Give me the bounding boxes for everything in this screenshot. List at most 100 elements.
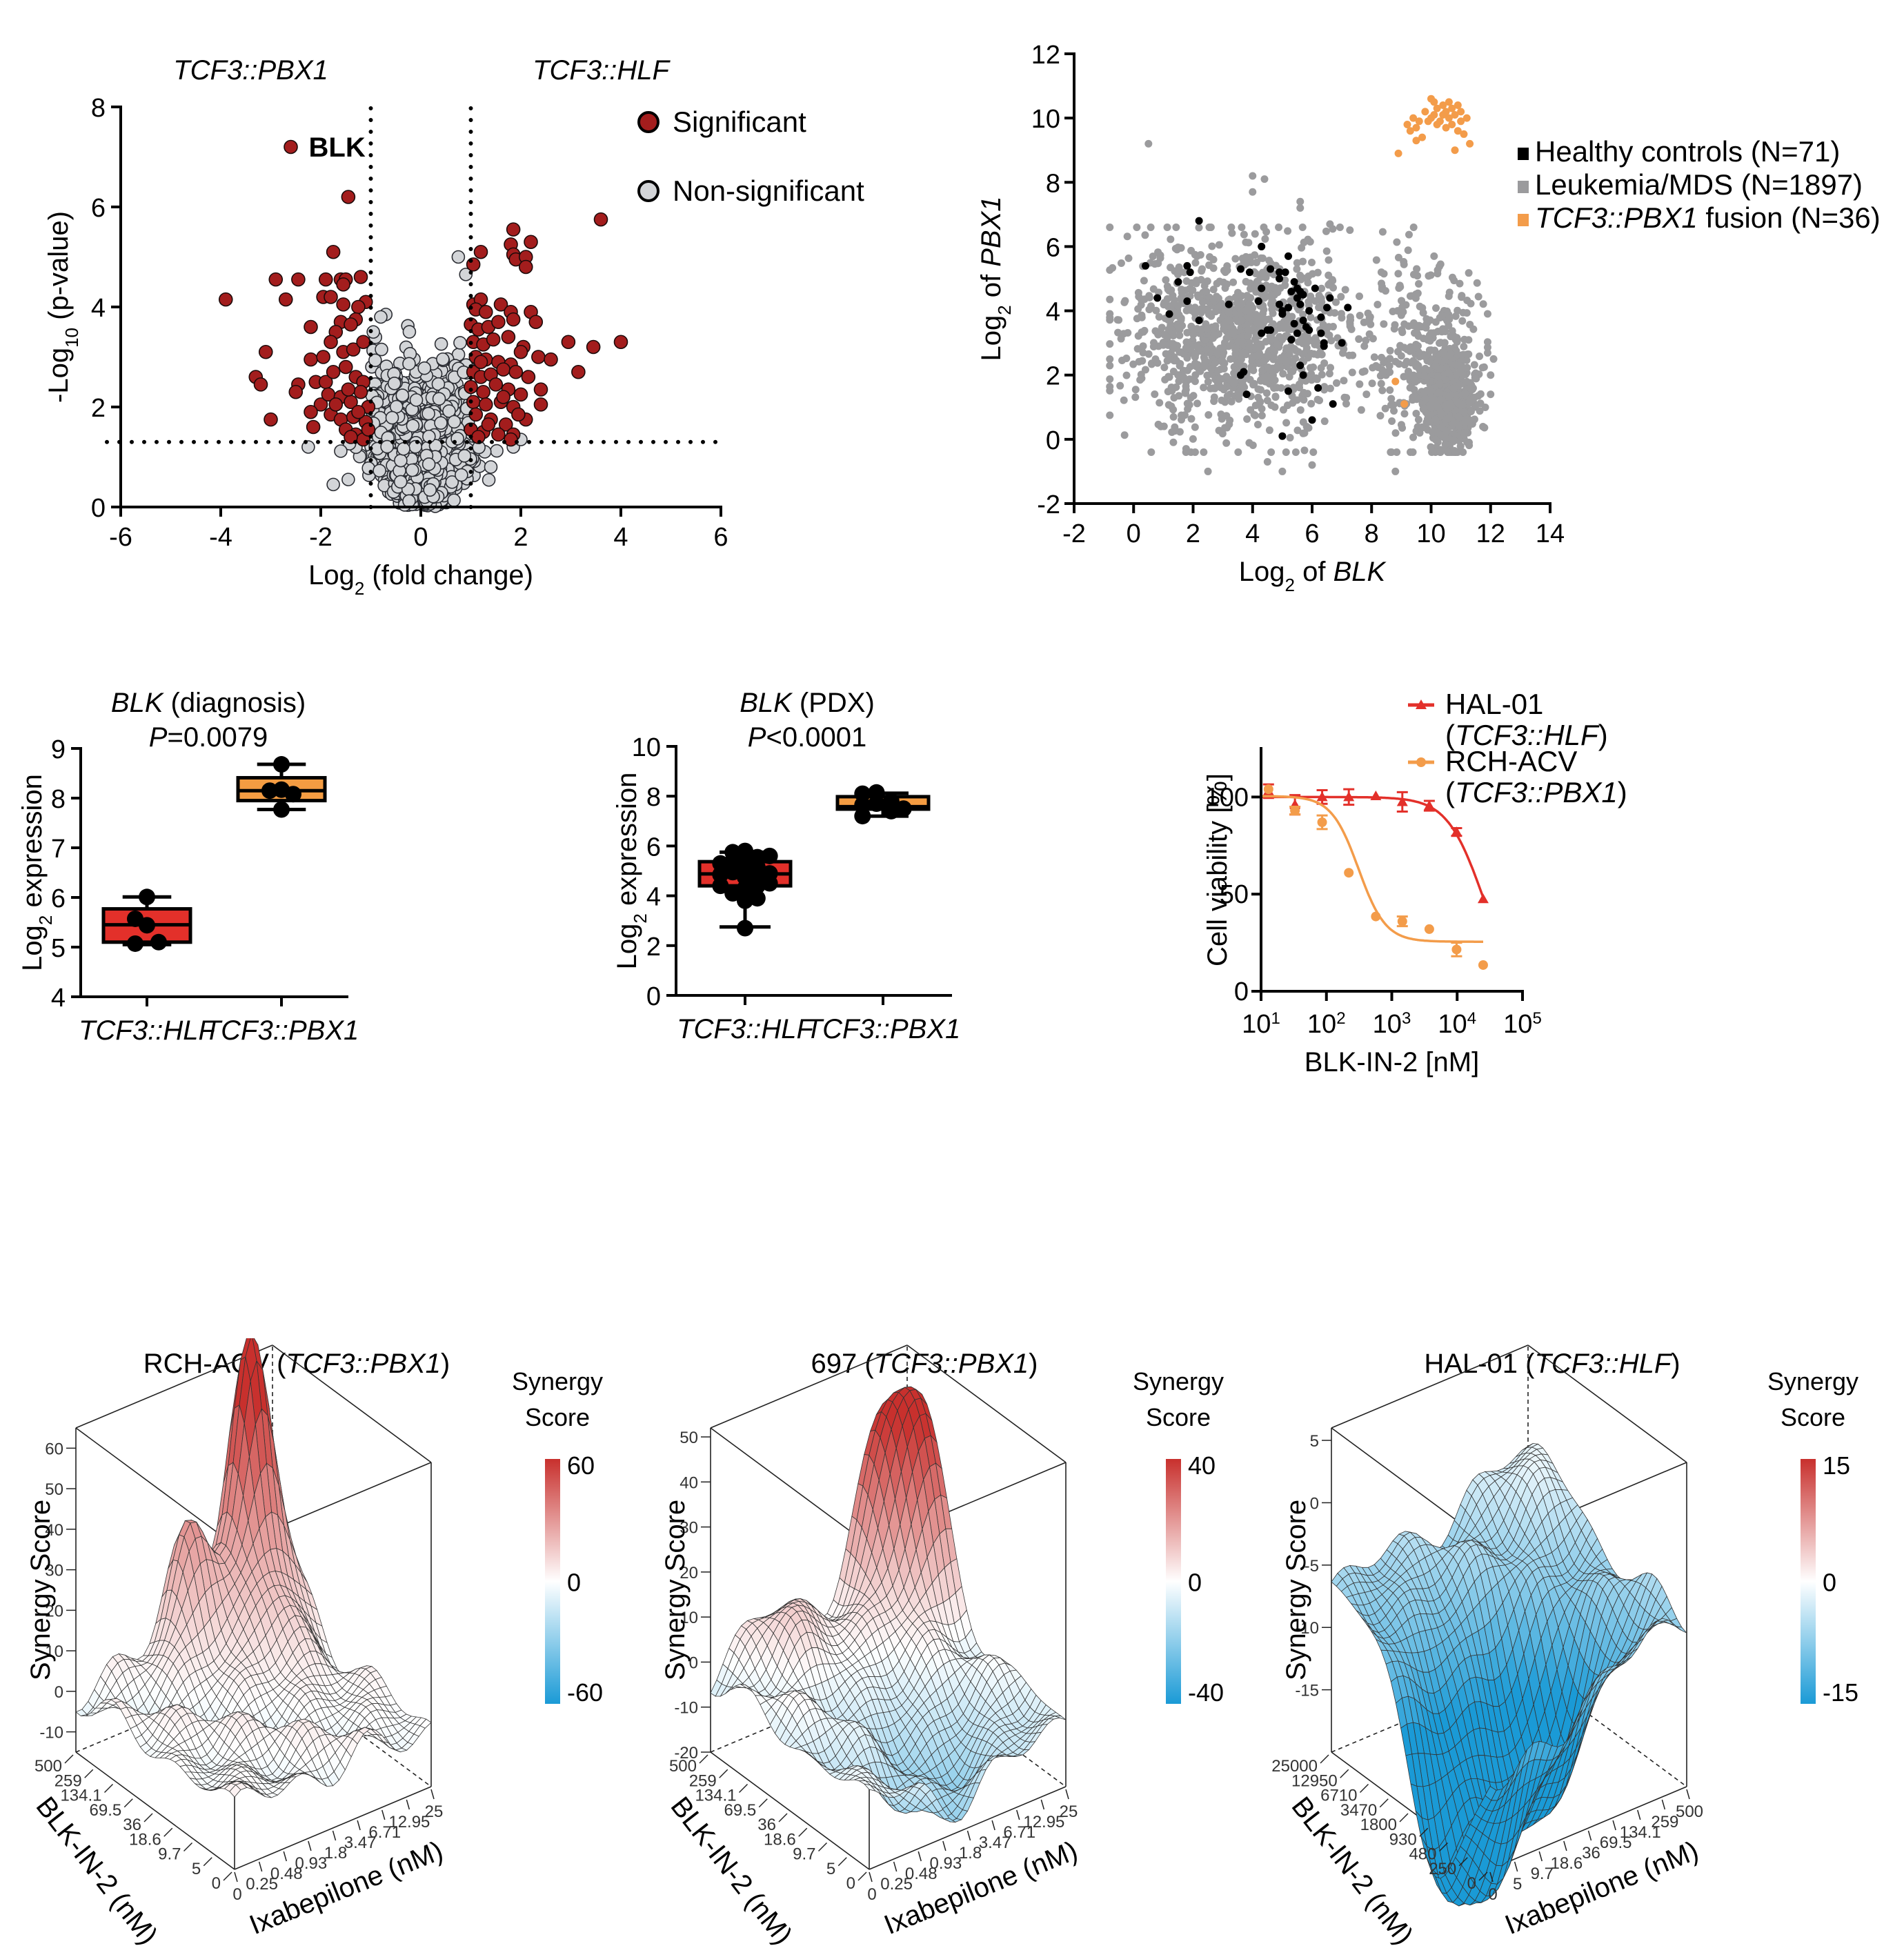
leukemia-point <box>1189 435 1197 443</box>
leukemia-point <box>1480 424 1488 432</box>
leukemia-point <box>1322 228 1330 235</box>
nonsignificant-point <box>395 455 407 467</box>
leukemia-point <box>1169 339 1176 347</box>
leukemia-point <box>1230 370 1238 377</box>
leukemia-point <box>1122 355 1130 362</box>
x-tick-label: 103 <box>1373 1009 1411 1040</box>
healthy-point <box>1296 288 1304 295</box>
leukemia-point <box>1376 412 1384 419</box>
nonsignificant-point <box>485 461 497 473</box>
x-tick-label: 0 <box>413 523 428 552</box>
data-point <box>762 848 778 864</box>
leukemia-point <box>1190 325 1198 332</box>
leukemia-point <box>1391 325 1398 332</box>
leukemia-point <box>1191 424 1199 431</box>
leukemia-point <box>1261 375 1269 383</box>
leukemia-point <box>1187 247 1195 255</box>
significant-point <box>522 370 535 384</box>
healthy-point <box>1296 301 1304 308</box>
leukemia-point <box>1420 372 1428 379</box>
leukemia-point <box>1429 428 1436 436</box>
healthy-point <box>1264 326 1271 334</box>
leukemia-point <box>1182 382 1190 390</box>
leukemia-point <box>1195 223 1202 231</box>
significant-point <box>515 388 528 401</box>
x-tick-label: 6 <box>713 523 728 552</box>
leukemia-point <box>1282 359 1290 366</box>
leukemia-point <box>1169 406 1177 413</box>
nonsignificant-point <box>490 445 503 457</box>
leukemia-point <box>1151 355 1159 363</box>
legend-marker-healthy <box>1518 148 1529 160</box>
synergy-surface-rchacv: RCH-ACV (TCF3::PBX1)6050403020100-10Syne… <box>0 1338 648 1954</box>
nonsignificant-point <box>375 344 388 356</box>
y-tick-label: 5 <box>51 934 66 963</box>
leukemia-point <box>1183 354 1191 361</box>
leukemia-point <box>1286 350 1293 358</box>
leukemia-point <box>1198 276 1205 284</box>
significant-point <box>479 398 493 411</box>
data-point <box>895 800 912 817</box>
leukemia-point <box>1413 265 1420 272</box>
significant-point <box>497 363 510 376</box>
leukemia-point <box>1249 367 1257 375</box>
significant-point <box>329 398 342 411</box>
data-point <box>273 756 290 773</box>
leukemia-point <box>1362 390 1370 398</box>
y-tick-label: 9 <box>51 735 66 764</box>
significant-point <box>475 246 488 259</box>
y-tick-label: -2 <box>1037 490 1060 519</box>
y-tick-label: 8 <box>51 785 66 814</box>
leukemia-point <box>1141 231 1149 239</box>
healthy-point <box>1258 284 1265 292</box>
leukemia-point <box>1420 352 1428 360</box>
leukemia-point <box>1452 312 1460 320</box>
nonsignificant-point <box>437 353 449 366</box>
leukemia-point <box>1210 264 1218 272</box>
leukemia-point <box>1432 304 1440 312</box>
leukemia-point <box>1187 415 1195 423</box>
healthy-point <box>1329 400 1337 408</box>
significant-point <box>467 258 480 271</box>
legend-marker-nonsignificant <box>639 181 658 201</box>
leukemia-point <box>1150 285 1158 292</box>
leukemia-point <box>1207 365 1215 372</box>
leukemia-point <box>1449 327 1456 335</box>
nonsignificant-point <box>335 445 347 457</box>
leukemia-point <box>1156 399 1163 406</box>
leukemia-point <box>1133 223 1140 231</box>
leukemia-point <box>1223 262 1231 270</box>
significant-point <box>492 428 505 441</box>
leukemia-point <box>1129 361 1137 368</box>
leukemia-point <box>1227 355 1234 363</box>
leukemia-point <box>1204 468 1212 475</box>
leukemia-point <box>1388 417 1396 425</box>
leukemia-point <box>1135 332 1142 340</box>
leukemia-point <box>1387 401 1395 409</box>
significant-point <box>341 190 355 203</box>
leukemia-point <box>1204 277 1211 285</box>
leukemia-point <box>1251 336 1259 344</box>
significant-point <box>269 273 282 286</box>
leukemia-point <box>1405 246 1412 254</box>
leukemia-point <box>1372 362 1380 370</box>
leukemia-point <box>1428 396 1436 404</box>
leukemia-point <box>1409 357 1417 365</box>
leukemia-point <box>1467 408 1475 415</box>
leukemia-point <box>1380 270 1388 277</box>
nonsignificant-point <box>455 469 468 481</box>
leukemia-point <box>1121 431 1129 439</box>
data-point-triangle <box>1478 893 1489 903</box>
leukemia-point <box>1318 364 1325 372</box>
x-axis-label: BLK-IN-2 [nM] <box>1305 1047 1479 1077</box>
leukemia-point <box>1315 304 1322 311</box>
leukemia-point <box>1197 251 1204 259</box>
fusion-point <box>1451 146 1459 154</box>
significant-point <box>487 333 500 346</box>
leukemia-point <box>1451 448 1459 456</box>
leukemia-point <box>1216 241 1223 248</box>
legend-label-fusion: TCF3::PBX1 fusion (N=36) <box>1535 201 1881 234</box>
leukemia-point <box>1437 448 1445 456</box>
